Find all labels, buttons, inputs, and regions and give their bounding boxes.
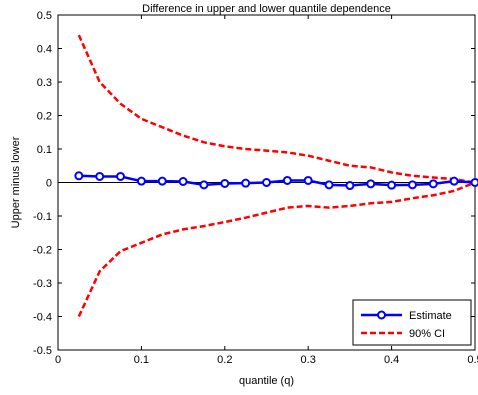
estimate-point (451, 178, 458, 185)
estimate-point (305, 177, 312, 184)
estimate-point (326, 181, 333, 188)
estimate-point (75, 172, 82, 179)
y-tick-label: -0.1 (33, 211, 52, 223)
estimate-point (367, 180, 374, 187)
estimate-point (346, 182, 353, 189)
legend: Estimate 90% CI (353, 300, 471, 345)
y-tick-label: -0.2 (33, 245, 52, 257)
legend-estimate-marker (378, 312, 385, 319)
y-tick-label: 0.3 (37, 77, 52, 89)
x-tick-label: 0.2 (217, 354, 232, 366)
estimate-point (472, 179, 478, 186)
estimate-point (430, 180, 437, 187)
y-tick-label: 0.5 (37, 10, 52, 22)
y-tick-label: 0 (46, 178, 52, 190)
estimate-point (200, 181, 207, 188)
y-axis-label: Upper minus lower (10, 136, 22, 228)
estimate-point (117, 173, 124, 180)
estimate-point (221, 180, 228, 187)
y-tick-label: 0.1 (37, 144, 52, 156)
estimate-point (263, 179, 270, 186)
estimate-point (159, 178, 166, 185)
x-tick-label: 0.4 (384, 354, 399, 366)
y-tick-label: -0.5 (33, 345, 52, 357)
x-tick-label: 0.3 (301, 354, 316, 366)
x-tick-label: 0 (55, 354, 61, 366)
estimate-point (96, 173, 103, 180)
estimate-point (409, 181, 416, 188)
legend-estimate-label: Estimate (409, 310, 452, 322)
chart-title: Difference in upper and lower quantile d… (142, 3, 391, 15)
estimate-point (388, 182, 395, 189)
estimate-point (284, 177, 291, 184)
estimate-point (180, 178, 187, 185)
y-tick-label: -0.4 (33, 312, 52, 324)
x-tick-label: 0.1 (134, 354, 149, 366)
y-tick-label: 0.2 (37, 111, 52, 123)
legend-ci-label: 90% CI (409, 328, 445, 340)
estimate-point (242, 180, 249, 187)
y-tick-label: -0.3 (33, 278, 52, 290)
x-tick-label: 0.5 (467, 354, 478, 366)
y-tick-label: 0.4 (37, 44, 52, 56)
estimate-point (138, 178, 145, 185)
x-axis-label: quantile (q) (239, 375, 294, 387)
